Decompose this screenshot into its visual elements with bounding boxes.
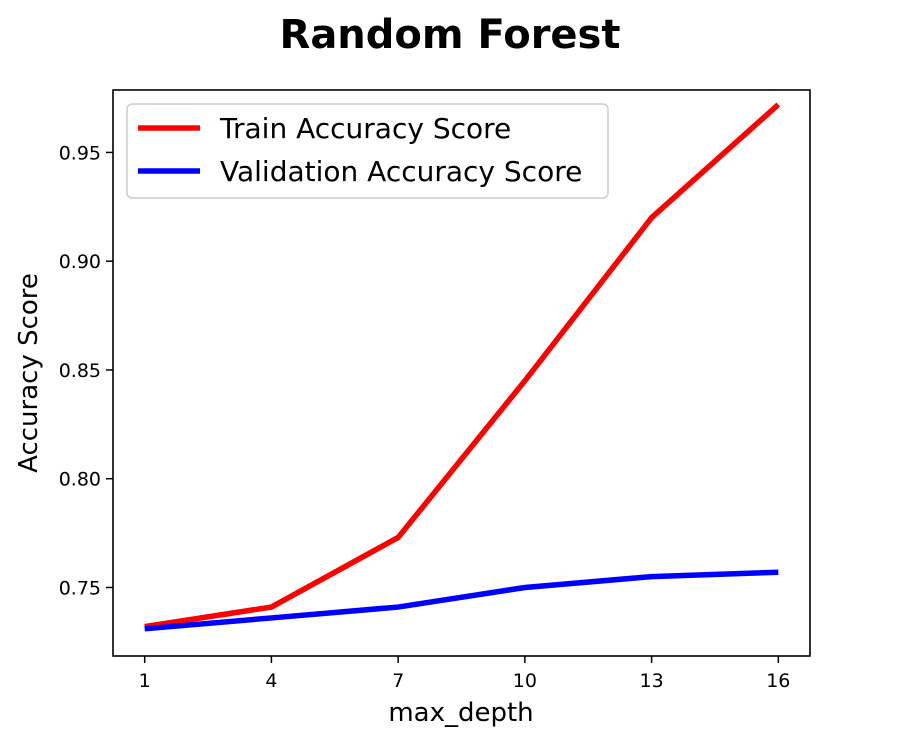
x-tick-label: 1 bbox=[139, 670, 151, 692]
x-tick-label: 13 bbox=[639, 670, 663, 692]
y-tick-label: 0.95 bbox=[59, 142, 101, 164]
series-line-validation bbox=[144, 569, 779, 632]
legend-label-validation: Validation Accuracy Score bbox=[220, 155, 582, 188]
chart-title: Random Forest bbox=[280, 12, 621, 58]
y-tick-label: 0.90 bbox=[59, 251, 101, 273]
x-axis-label: max_depth bbox=[388, 698, 533, 728]
y-axis-ticks: 0.75 0.80 0.85 0.90 0.95 bbox=[59, 142, 113, 599]
series-layer bbox=[144, 102, 781, 632]
series-line-train bbox=[144, 102, 781, 630]
y-tick-label: 0.75 bbox=[59, 577, 101, 599]
legend: Train Accuracy Score Validation Accuracy… bbox=[126, 103, 609, 199]
x-tick-label: 10 bbox=[513, 670, 537, 692]
legend-label-train: Train Accuracy Score bbox=[219, 112, 511, 145]
y-tick-label: 0.80 bbox=[59, 469, 101, 491]
x-tick-label: 4 bbox=[265, 670, 277, 692]
y-axis-label: Accuracy Score bbox=[14, 273, 44, 473]
x-tick-label: 16 bbox=[766, 670, 790, 692]
y-tick-label: 0.85 bbox=[59, 360, 101, 382]
legend-box bbox=[126, 103, 609, 199]
x-tick-label: 7 bbox=[392, 670, 404, 692]
x-axis-ticks: 1 4 7 10 13 16 bbox=[139, 656, 790, 692]
